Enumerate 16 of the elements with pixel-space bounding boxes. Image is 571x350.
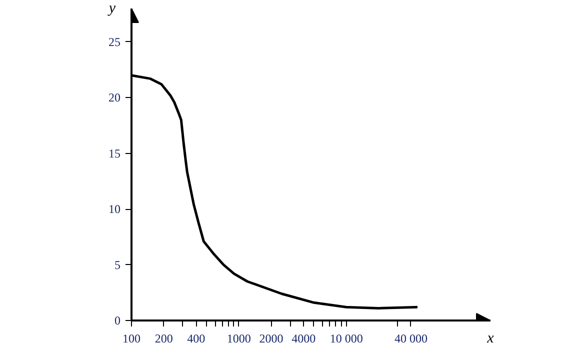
y-tick-label: 0 — [114, 314, 120, 328]
x-tick-label: 40 000 — [394, 332, 428, 346]
y-tick-label: 20 — [108, 90, 120, 105]
x-tick-label: 200 — [154, 332, 173, 346]
x-tick-label: 400 — [187, 332, 206, 346]
x-tick-label: 10 000 — [330, 332, 363, 346]
y-tick-label: 10 — [108, 202, 120, 216]
x-tick-label: 2000 — [259, 332, 284, 346]
y-tick-label: 5 — [114, 258, 120, 272]
y-tick-label: 15 — [108, 146, 120, 160]
y-tick-label: 25 — [108, 34, 120, 49]
x-tick-label: 100 — [122, 332, 140, 346]
x-tick-label: 4000 — [292, 332, 316, 346]
x-axis-title: x — [486, 330, 494, 346]
x-tick-label: 1000 — [226, 332, 251, 346]
y-axis-title: y — [106, 0, 116, 16]
